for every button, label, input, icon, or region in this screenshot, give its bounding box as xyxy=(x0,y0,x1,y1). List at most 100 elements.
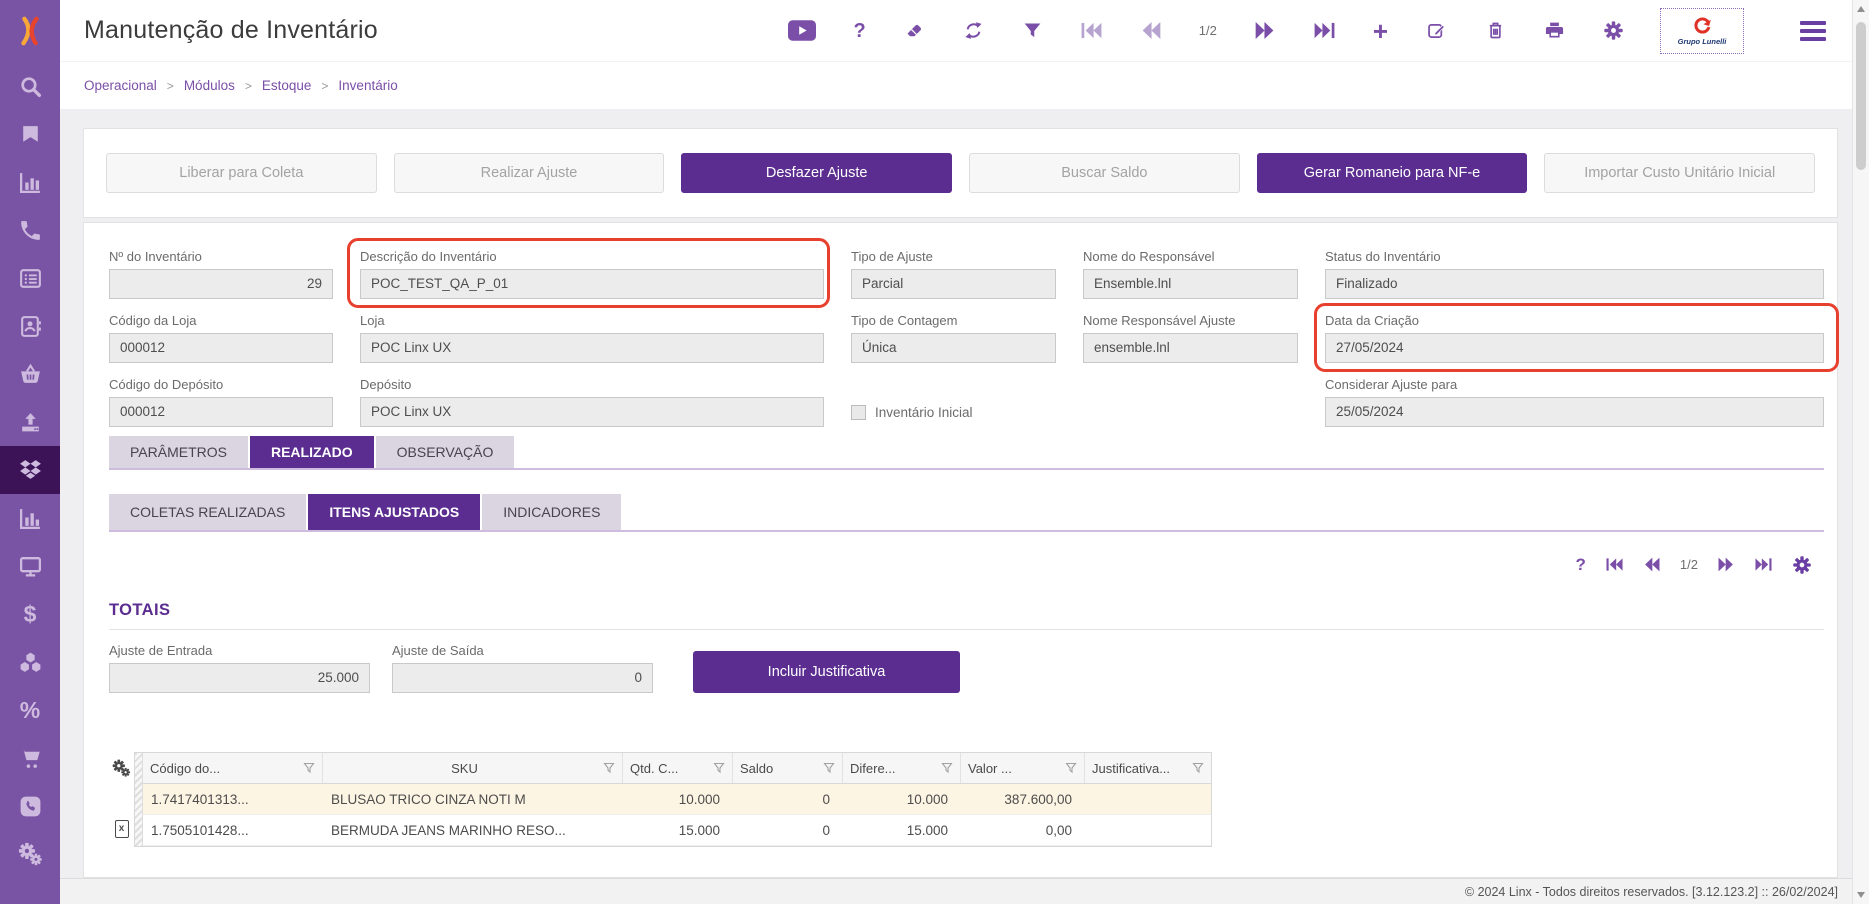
bookmark-icon[interactable] xyxy=(0,110,60,158)
field-deposito: Depósito POC Linx UX xyxy=(360,377,824,427)
phone-icon[interactable] xyxy=(0,206,60,254)
numero-inventario-input[interactable]: 29 xyxy=(109,269,333,299)
cubes-icon[interactable] xyxy=(0,638,60,686)
status-inventario-input[interactable]: Finalizado xyxy=(1325,269,1824,299)
column-header-codigo[interactable]: Código do... xyxy=(143,753,323,783)
breadcrumb-item[interactable]: Inventário xyxy=(338,78,398,93)
tab-parametros[interactable]: PARÂMETROS xyxy=(109,436,248,468)
filter-funnel-icon xyxy=(713,762,725,774)
video-tutorial-icon[interactable] xyxy=(787,20,816,41)
grid-nav-first-icon[interactable] xyxy=(1606,556,1623,573)
column-header-sku[interactable]: SKU xyxy=(323,753,623,783)
grid-nav-last-icon[interactable] xyxy=(1755,556,1772,573)
modules-boxes-icon[interactable] xyxy=(0,446,60,494)
bar-chart-icon[interactable] xyxy=(0,158,60,206)
codigo-loja-input[interactable]: 000012 xyxy=(109,333,333,363)
column-settings-cogs-icon[interactable] xyxy=(112,759,131,783)
delete-icon[interactable] xyxy=(1485,20,1506,41)
scroll-down-arrow-icon[interactable] xyxy=(1857,892,1865,898)
column-header-diferenca[interactable]: Difere... xyxy=(843,753,961,783)
refresh-icon[interactable] xyxy=(963,20,984,41)
cart-icon[interactable] xyxy=(0,734,60,782)
table-row[interactable]: 1.7505101428... BERMUDA JEANS MARINHO RE… xyxy=(143,815,1211,846)
deposito-input[interactable]: POC Linx UX xyxy=(360,397,824,427)
print-icon[interactable] xyxy=(1544,20,1565,41)
dollar-icon[interactable]: $ xyxy=(23,600,37,627)
tab-itens-ajustados[interactable]: ITENS AJUSTADOS xyxy=(308,494,481,530)
help-icon[interactable]: ? xyxy=(853,19,866,42)
nav-first-icon[interactable] xyxy=(1081,20,1102,41)
field-considerar-ajuste: Considerar Ajuste para 25/05/2024 xyxy=(1325,377,1824,427)
tab-observacao[interactable]: OBSERVAÇÃO xyxy=(375,436,515,468)
breadcrumb-item[interactable]: Operacional xyxy=(84,78,157,93)
grid-page-counter: 1/2 xyxy=(1679,557,1698,572)
column-header-qtd[interactable]: Qtd. C... xyxy=(623,753,733,783)
tipo-contagem-input[interactable]: Única xyxy=(851,333,1056,363)
sidebar: $ % xyxy=(0,0,60,904)
percent-icon[interactable]: % xyxy=(19,696,41,723)
codigo-deposito-input[interactable]: 000012 xyxy=(109,397,333,427)
phone-square-icon[interactable] xyxy=(0,782,60,830)
filter-funnel-icon xyxy=(603,762,615,774)
gears-icon[interactable] xyxy=(0,830,60,878)
eraser-icon[interactable] xyxy=(904,20,925,41)
analytics-chart-icon[interactable] xyxy=(0,494,60,542)
edit-icon[interactable] xyxy=(1426,20,1447,41)
ajuste-saida-input[interactable]: 0 xyxy=(392,663,653,693)
nav-last-icon[interactable] xyxy=(1314,20,1335,41)
nav-prev-icon[interactable] xyxy=(1140,20,1161,41)
column-header-saldo[interactable]: Saldo xyxy=(733,753,843,783)
descricao-inventario-input[interactable]: POC_TEST_QA_P_01 xyxy=(360,269,824,299)
ajuste-entrada-input[interactable]: 25.000 xyxy=(109,663,370,693)
column-header-justificativa[interactable]: Justificativa... xyxy=(1085,753,1211,783)
footer: © 2024 Linx - Todos direitos reservados.… xyxy=(60,878,1852,904)
add-icon[interactable]: + xyxy=(1372,15,1388,46)
realizar-ajuste-button[interactable]: Realizar Ajuste xyxy=(393,153,665,193)
data-criacao-input[interactable]: 27/05/2024 xyxy=(1325,333,1824,363)
filter-funnel-icon xyxy=(1065,762,1077,774)
loja-input[interactable]: POC Linx UX xyxy=(360,333,824,363)
incluir-justificativa-button[interactable]: Incluir Justificativa xyxy=(693,651,960,693)
vertical-scrollbar[interactable] xyxy=(1852,0,1869,904)
grid-settings-icon[interactable] xyxy=(1792,555,1812,575)
scrollbar-thumb[interactable] xyxy=(1856,22,1866,170)
menu-icon[interactable] xyxy=(1800,20,1826,41)
scroll-up-arrow-icon[interactable] xyxy=(1857,6,1865,12)
desfazer-ajuste-button[interactable]: Desfazer Ajuste xyxy=(681,153,953,193)
field-codigo-deposito: Código do Depósito 000012 xyxy=(109,377,333,427)
inventario-inicial-checkbox[interactable] xyxy=(851,405,866,420)
grid-help-icon[interactable]: ? xyxy=(1575,555,1586,574)
nome-responsavel-ajuste-input[interactable]: ensemble.lnl xyxy=(1083,333,1298,363)
tab-indicadores[interactable]: INDICADORES xyxy=(482,494,622,530)
grid-nav-next-icon[interactable] xyxy=(1718,556,1735,573)
breadcrumb-item[interactable]: Estoque xyxy=(261,78,312,93)
considerar-ajuste-input[interactable]: 25/05/2024 xyxy=(1325,397,1824,427)
liberar-para-coleta-button[interactable]: Liberar para Coleta xyxy=(106,153,377,193)
tipo-ajuste-input[interactable]: Parcial xyxy=(851,269,1056,299)
list-card-icon[interactable] xyxy=(0,254,60,302)
filter-icon[interactable] xyxy=(1022,20,1043,41)
tab-realizado[interactable]: REALIZADO xyxy=(249,436,374,468)
export-excel-icon[interactable]: x xyxy=(114,820,129,838)
contacts-book-icon[interactable] xyxy=(0,302,60,350)
column-header-valor[interactable]: Valor ... xyxy=(961,753,1085,783)
linx-logo-icon xyxy=(0,0,60,62)
grid-nav-prev-icon[interactable] xyxy=(1643,556,1660,573)
upload-icon[interactable] xyxy=(0,398,60,446)
brand-logo[interactable]: Grupo Lunelli xyxy=(1660,7,1744,54)
tab-coletas-realizadas[interactable]: COLETAS REALIZADAS xyxy=(109,494,307,530)
nav-next-icon[interactable] xyxy=(1255,20,1276,41)
field-spacer xyxy=(1083,377,1298,427)
breadcrumb-item[interactable]: Módulos xyxy=(183,78,235,93)
basket-icon[interactable] xyxy=(0,350,60,398)
buscar-saldo-button[interactable]: Buscar Saldo xyxy=(969,153,1240,193)
filter-funnel-icon xyxy=(1192,762,1204,774)
settings-gear-icon[interactable] xyxy=(1603,20,1624,41)
table-row[interactable]: 1.7417401313... BLUSAO TRICO CINZA NOTI … xyxy=(143,784,1211,815)
gerar-romaneio-button[interactable]: Gerar Romaneio para NF-e xyxy=(1256,153,1528,193)
monitor-icon[interactable] xyxy=(0,542,60,590)
search-icon[interactable] xyxy=(0,62,60,110)
field-ajuste-saida: Ajuste de Saída 0 xyxy=(392,643,653,693)
importar-custo-button[interactable]: Importar Custo Unitário Inicial xyxy=(1544,153,1816,193)
nome-responsavel-input[interactable]: Ensemble.lnl xyxy=(1083,269,1298,299)
